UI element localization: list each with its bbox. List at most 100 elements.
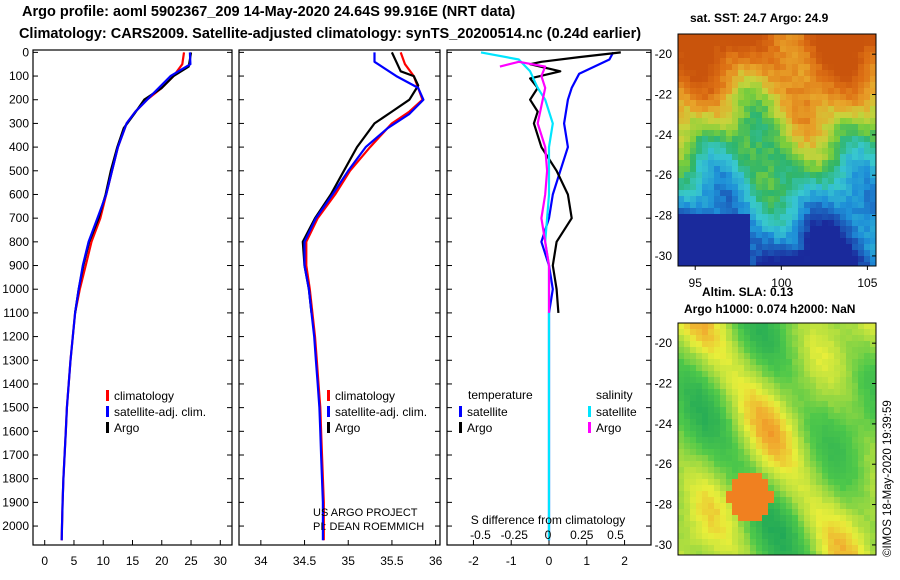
map-cell — [870, 407, 877, 414]
map-cell — [690, 551, 697, 556]
map-cell — [816, 407, 823, 414]
map-cell — [678, 497, 685, 504]
map-cell — [750, 539, 757, 546]
map-cell — [732, 64, 739, 71]
map-cell — [756, 64, 763, 71]
map-cell — [864, 335, 871, 342]
map-cell — [834, 503, 841, 510]
map-cell — [840, 106, 847, 113]
map-cell — [684, 431, 691, 438]
map-cell — [768, 34, 775, 41]
map-cell — [762, 395, 769, 402]
map-cell — [726, 473, 733, 480]
map-cell — [714, 82, 721, 89]
map-cell — [678, 148, 685, 155]
map-cell — [738, 154, 745, 161]
map-cell — [822, 509, 829, 516]
map-cell — [822, 497, 829, 504]
map-cell — [750, 455, 757, 462]
map-cell — [684, 539, 691, 546]
x-tick-label: -2 — [468, 554, 479, 568]
map-cell — [780, 509, 787, 516]
map-cell — [678, 88, 685, 95]
map-cell — [738, 467, 745, 474]
map-cell — [792, 497, 799, 504]
map-cell — [864, 533, 871, 540]
map-cell — [792, 515, 799, 522]
map-cell — [792, 142, 799, 149]
map-cell — [852, 419, 859, 426]
map-cell — [738, 196, 745, 203]
map-cell — [828, 431, 835, 438]
map-cell — [702, 347, 709, 354]
map-cell — [768, 112, 775, 119]
map-cell — [828, 347, 835, 354]
map-cell — [858, 407, 865, 414]
map-cell — [798, 166, 805, 173]
map-cell — [786, 58, 793, 65]
map-cell — [708, 503, 715, 510]
map-cell — [780, 539, 787, 546]
map-cell — [756, 148, 763, 155]
map-cell — [840, 256, 847, 263]
x-tick-label: 15 — [126, 554, 140, 568]
map-cell — [684, 178, 691, 185]
map-cell — [762, 521, 769, 528]
map-cell — [864, 112, 871, 119]
legend-label: Argo — [335, 421, 361, 435]
map-cell — [786, 335, 793, 342]
map-cell — [738, 250, 745, 257]
map-cell — [816, 527, 823, 534]
map-cell — [738, 335, 745, 342]
map-cell — [804, 184, 811, 191]
map-cell — [822, 455, 829, 462]
map-cell — [834, 106, 841, 113]
map-cell — [810, 118, 817, 125]
map-cell — [696, 172, 703, 179]
map-cell — [804, 497, 811, 504]
map-cell — [798, 70, 805, 77]
map-cell — [678, 383, 685, 390]
map-cell — [846, 407, 853, 414]
map-cell — [834, 485, 841, 492]
map-cell — [756, 244, 763, 251]
map-cell — [696, 148, 703, 155]
map-cell — [726, 76, 733, 83]
map-cell — [720, 443, 727, 450]
map-cell — [738, 124, 745, 131]
map-cell — [738, 106, 745, 113]
map-cell — [702, 395, 709, 402]
map-cell — [816, 461, 823, 468]
map-cell — [684, 184, 691, 191]
map-cell — [714, 124, 721, 131]
map-cell — [684, 220, 691, 227]
map-cell — [792, 118, 799, 125]
map-cell — [798, 335, 805, 342]
map-cell — [756, 425, 763, 432]
map-cell — [780, 52, 787, 59]
map-cell — [834, 118, 841, 125]
map-cell — [786, 461, 793, 468]
map-cell — [732, 371, 739, 378]
map-cell — [678, 467, 685, 474]
map-cell — [870, 106, 877, 113]
map-cell — [828, 545, 835, 552]
map-cell — [822, 551, 829, 556]
map-cell — [822, 238, 829, 245]
map-cell — [690, 425, 697, 432]
map-cell — [858, 148, 865, 155]
map-cell — [810, 94, 817, 101]
map-cell — [834, 359, 841, 366]
map-cell — [732, 94, 739, 101]
map-cell — [714, 377, 721, 384]
map-cell — [774, 497, 781, 504]
map-cell — [756, 40, 763, 47]
map-cell — [714, 52, 721, 59]
map-cell — [798, 407, 805, 414]
map-cell — [726, 250, 733, 257]
map-cell — [834, 323, 841, 330]
map-cell — [750, 377, 757, 384]
map-cell — [828, 220, 835, 227]
map-cell — [858, 545, 865, 552]
map-cell — [678, 232, 685, 239]
